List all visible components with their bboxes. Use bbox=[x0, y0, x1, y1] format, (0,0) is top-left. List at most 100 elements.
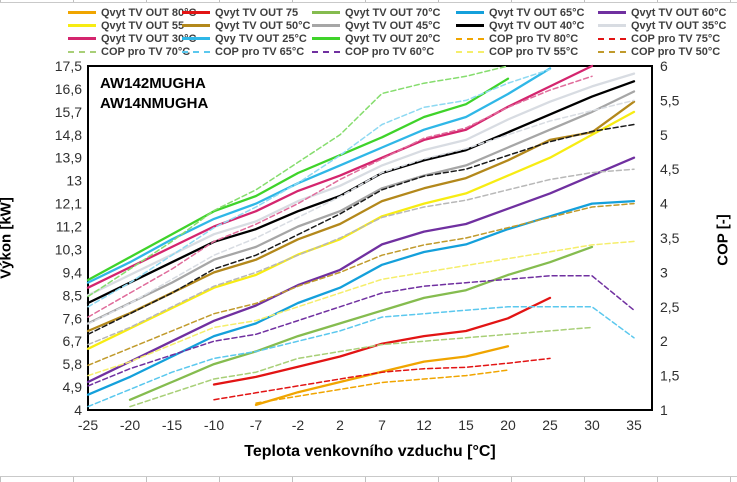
legend-swatch-q40 bbox=[456, 24, 484, 27]
legend-label-q30: Qvyt TV OUT 30°C bbox=[101, 32, 197, 45]
series-line-cop35 bbox=[87, 99, 635, 325]
y-left-tick-label: 6,7 bbox=[63, 333, 83, 349]
model-annotation-line1: AW142MUGHA bbox=[100, 75, 206, 92]
legend-item-q80: Qvyt TV OUT 80°C bbox=[68, 6, 196, 19]
x-tick-label: 2 bbox=[336, 417, 344, 433]
legend-swatch-q70 bbox=[312, 11, 340, 14]
y-left-tick-label: 10,3 bbox=[55, 241, 82, 257]
x-axis-title: Teplota venkovního vzduchu [°C] bbox=[244, 443, 496, 460]
legend-swatch-q60 bbox=[598, 11, 626, 14]
series-line-q25 bbox=[86, 67, 552, 284]
legend-item-cop55: COP pro TV 55°C bbox=[456, 45, 578, 58]
series-line-cop40 bbox=[87, 123, 635, 336]
y-right-tick-label: 2 bbox=[660, 333, 668, 349]
legend-item-q30: Qvyt TV OUT 30°C bbox=[68, 32, 196, 45]
x-tick-label: -10 bbox=[204, 417, 224, 433]
x-tick-label: -20 bbox=[120, 417, 140, 433]
legend-item-q70: Qvyt TV OUT 70°C bbox=[312, 6, 440, 19]
legend-swatch-cop75 bbox=[598, 37, 626, 40]
legend-swatch-q45 bbox=[312, 24, 340, 27]
legend-swatch-q65 bbox=[456, 11, 484, 14]
y-left-tick-label: 8,5 bbox=[63, 287, 83, 303]
x-tick-label: 20 bbox=[500, 417, 516, 433]
legend-item-q40: Qvyt TV OUT 40°C bbox=[456, 19, 584, 32]
legend-label-q40: Qvyt TV OUT 40°C bbox=[489, 19, 585, 32]
legend-swatch-q35 bbox=[598, 24, 626, 27]
y-right-tick-label: 1 bbox=[660, 402, 668, 418]
legend-item-cop75: COP pro TV 75°C bbox=[598, 32, 720, 45]
legend-label-cop50: COP pro TV 50°C bbox=[631, 45, 721, 58]
legend-swatch-cop80 bbox=[456, 37, 484, 40]
y-axis-title-right: COP [-] bbox=[714, 214, 732, 266]
legend-swatch-q25 bbox=[182, 37, 210, 40]
legend-item-q50: Qvyt TV OUT 50°C bbox=[182, 19, 310, 32]
y-left-tick-label: 16,6 bbox=[55, 81, 82, 97]
legend-swatch-cop70 bbox=[68, 50, 96, 53]
series-line-cop50 bbox=[87, 202, 635, 367]
legend-swatch-cop60 bbox=[312, 50, 340, 53]
series-line-cop55 bbox=[87, 240, 635, 377]
series-line-cop25 bbox=[87, 68, 551, 308]
legend-label-cop70: COP pro TV 70°C bbox=[101, 45, 191, 58]
series-line-cop75 bbox=[213, 357, 551, 401]
series-line-cop30 bbox=[87, 75, 593, 318]
series-line-cop65 bbox=[87, 306, 635, 408]
series-line-cop20 bbox=[87, 65, 509, 298]
legend-label-q50: Qvyt TV OUT 50°C bbox=[215, 19, 311, 32]
series-line-q75 bbox=[212, 296, 552, 386]
x-tick-label: 25 bbox=[542, 417, 558, 433]
y-left-tick-label: 15,7 bbox=[55, 104, 82, 120]
legend-label-cop80: COP pro TV 80°C bbox=[489, 32, 579, 45]
y-left-tick-label: 12,1 bbox=[55, 196, 82, 212]
y-left-tick-label: 17,5 bbox=[55, 58, 82, 74]
legend-item-q75: Qvyt TV OUT 75 bbox=[182, 6, 298, 19]
y-right-tick-label: 4,5 bbox=[660, 161, 680, 177]
legend-item-cop60: COP pro TV 60°C bbox=[312, 45, 434, 58]
legend-label-q45: Qvyt TV OUT 45°C bbox=[345, 19, 441, 32]
legend-item-q25: Qvy TV OUT 25°C bbox=[182, 32, 307, 45]
legend-label-cop55: COP pro TV 55°C bbox=[489, 45, 579, 58]
series-line-q70 bbox=[128, 245, 594, 401]
legend-label-q65: Qvyt TV OUT 65°C bbox=[489, 6, 585, 19]
legend-label-cop75: COP pro TV 75°C bbox=[631, 32, 721, 45]
legend-item-cop65: COP pro TV 65°C bbox=[182, 45, 304, 58]
y-left-tick-label: 9,4 bbox=[63, 264, 83, 280]
series-line-cop60 bbox=[87, 275, 635, 387]
legend-item-q65: Qvyt TV OUT 65°C bbox=[456, 6, 584, 19]
y-left-tick-label: 5,8 bbox=[63, 356, 83, 372]
x-tick-label: 12 bbox=[416, 417, 432, 433]
legend-item-cop50: COP pro TV 50°C bbox=[598, 45, 720, 58]
legend-label-cop60: COP pro TV 60°C bbox=[345, 45, 435, 58]
legend-label-q55: Qvyt TV OUT 55 bbox=[101, 19, 185, 32]
y-right-tick-label: 5 bbox=[660, 127, 668, 143]
x-tick-label: 30 bbox=[584, 417, 600, 433]
legend-item-q45: Qvyt TV OUT 45°C bbox=[312, 19, 440, 32]
legend-label-q75: Qvyt TV OUT 75 bbox=[215, 6, 299, 19]
legend-swatch-q75 bbox=[182, 11, 210, 14]
legend-label-cop65: COP pro TV 65°C bbox=[215, 45, 305, 58]
legend-item-q55: Qvyt TV OUT 55 bbox=[68, 19, 184, 32]
series-line-q65 bbox=[86, 199, 636, 396]
y-left-tick-label: 4 bbox=[74, 402, 82, 418]
y-left-tick-label: 14,8 bbox=[55, 127, 82, 143]
legend-swatch-cop65 bbox=[182, 50, 210, 53]
legend-label-q35: Qvyt TV OUT 35°C bbox=[631, 19, 727, 32]
legend-swatch-q50 bbox=[182, 24, 210, 27]
y-left-tick-label: 11,2 bbox=[56, 219, 82, 235]
legend-swatch-q30 bbox=[68, 37, 96, 40]
y-axis-title-left: Výkon [kW] bbox=[0, 197, 15, 279]
legend-swatch-cop50 bbox=[598, 50, 626, 53]
x-tick-label: -25 bbox=[78, 417, 98, 433]
series-line-q60 bbox=[86, 156, 636, 384]
legend-label-q60: Qvyt TV OUT 60°C bbox=[631, 6, 727, 19]
legend-item-cop80: COP pro TV 80°C bbox=[456, 32, 578, 45]
x-tick-label: -7 bbox=[250, 417, 263, 433]
y-right-tick-label: 3,5 bbox=[660, 230, 680, 246]
legend-label-q80: Qvyt TV OUT 80°C bbox=[101, 6, 197, 19]
legend-item-q20: Qvyt TV OUT 20°C bbox=[312, 32, 440, 45]
legend-swatch-q55 bbox=[68, 24, 96, 27]
y-right-tick-label: 1,5 bbox=[660, 368, 680, 384]
y-left-tick-label: 13,9 bbox=[55, 150, 82, 166]
y-right-tick-label: 6 bbox=[660, 58, 668, 74]
